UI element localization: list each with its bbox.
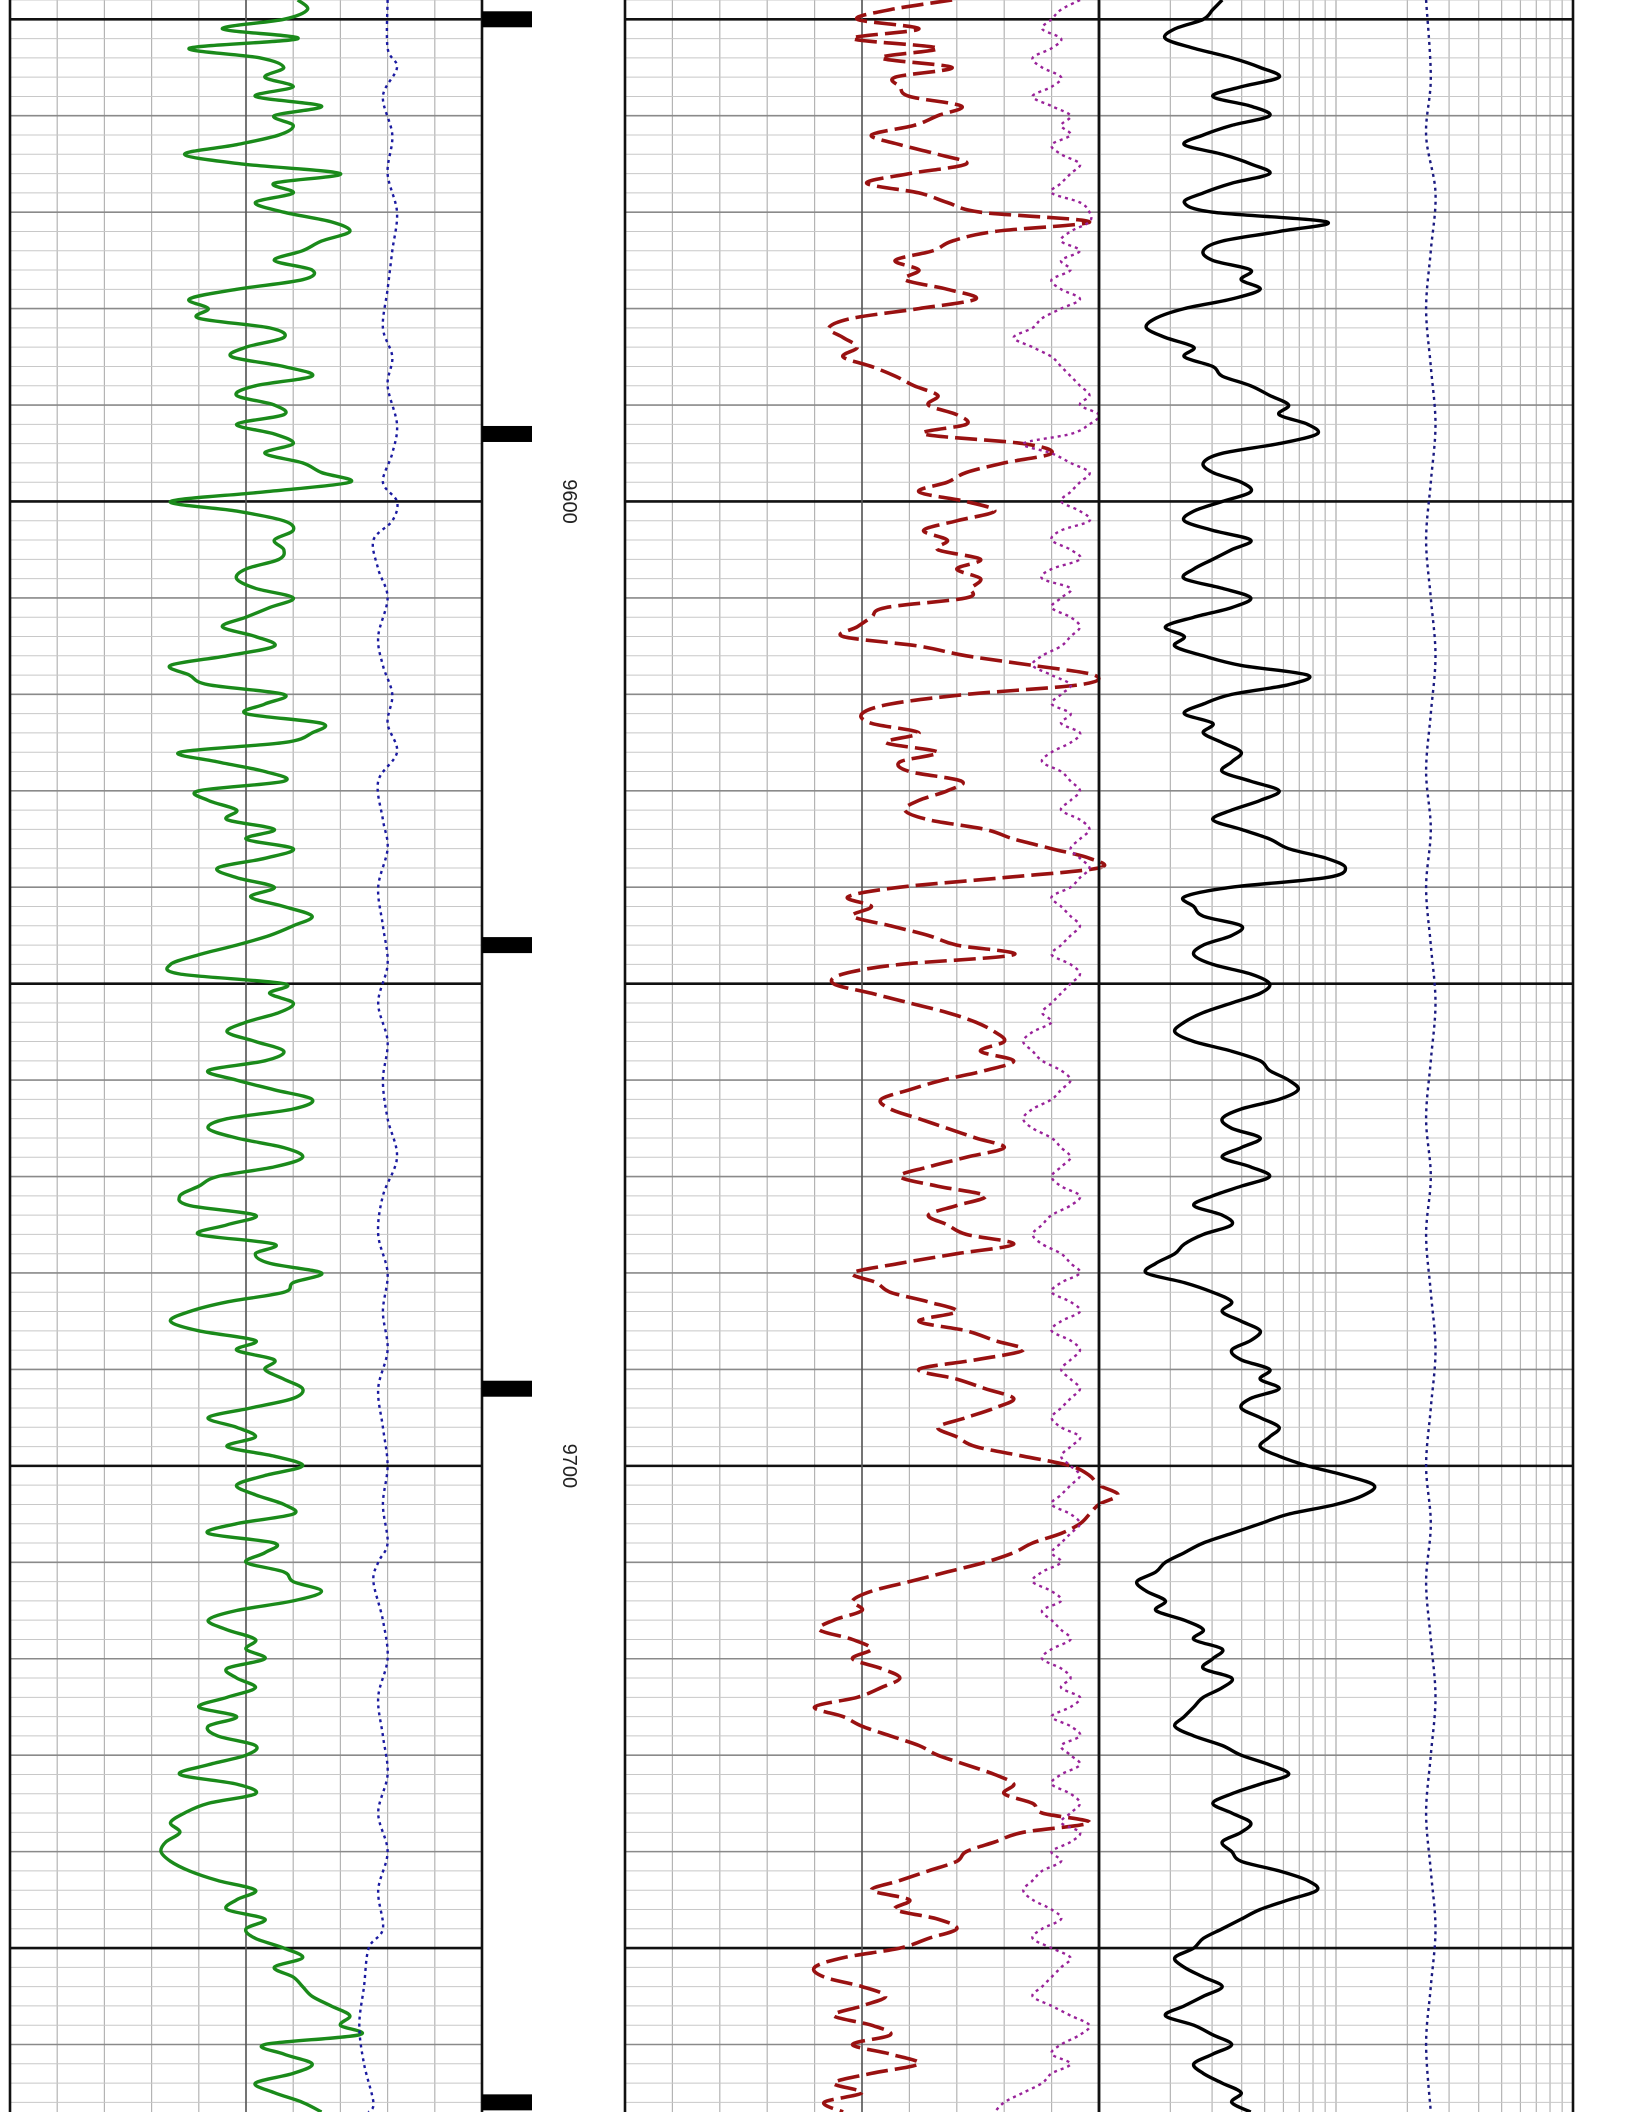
- depth-track: 9600 9700: [482, 11, 580, 2111]
- red-dashed-curve: [811, 0, 1120, 2112]
- purple-dotted-curve: [993, 0, 1101, 2112]
- track2-curves: [811, 0, 1120, 2112]
- track3-grid: [1097, 0, 1575, 2112]
- track1: [8, 0, 484, 2112]
- black-solid-curve: [1134, 0, 1377, 2112]
- depth-tick-mark: [482, 2094, 532, 2111]
- track3: [1097, 0, 1575, 2112]
- track1-curves: [159, 0, 399, 2112]
- track2: [623, 0, 1120, 2112]
- track3-curves: [1134, 0, 1437, 2112]
- depth-tick-mark: [482, 425, 532, 442]
- depth-tick-mark: [482, 937, 532, 954]
- track1-grid: [8, 0, 484, 2112]
- green-curve: [159, 0, 364, 2112]
- navy-dotted-curve: [1424, 0, 1437, 2112]
- depth-tick-marks: [482, 11, 532, 2111]
- blue-dotted-curve: [358, 0, 399, 2112]
- depth-label: 9700: [558, 1444, 580, 1489]
- depth-tick-mark: [482, 11, 532, 28]
- depth-tick-mark: [482, 1380, 532, 1397]
- depth-labels: 9600 9700: [558, 479, 580, 1488]
- depth-label: 9600: [558, 479, 580, 524]
